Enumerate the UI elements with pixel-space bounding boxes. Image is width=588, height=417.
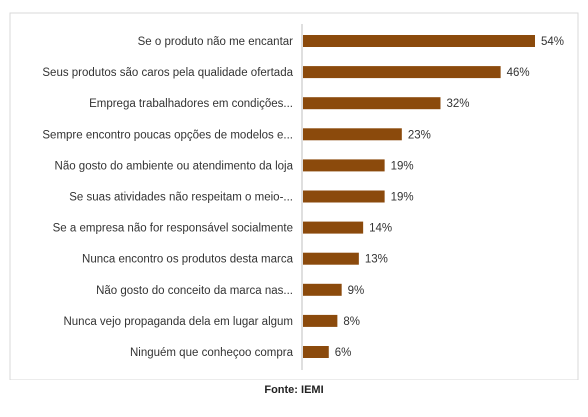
category-label: Nunca vejo propaganda dela em lugar algu… — [63, 316, 293, 328]
bar — [303, 35, 535, 47]
category-label: Se o produto não me encantar — [138, 36, 294, 48]
plot-frame — [9, 12, 579, 380]
bar — [303, 314, 338, 327]
value-label: 19% — [391, 192, 414, 204]
value-label: 6% — [335, 347, 352, 359]
bar — [303, 159, 385, 172]
category-label: Seus produtos são caros pela qualidade o… — [42, 67, 293, 79]
category-label: Não gosto do conceito da marca nas... — [96, 285, 293, 297]
category-label: Ninguém que conheçoo compra — [130, 347, 294, 359]
category-label: Nunca encontro os produtos desta marca — [82, 254, 294, 266]
value-label: 54% — [541, 36, 564, 48]
value-label: 13% — [365, 254, 388, 266]
bar — [303, 190, 385, 203]
category-label: Emprega trabalhadores em condições... — [89, 98, 293, 110]
bar — [303, 252, 359, 265]
bar — [303, 221, 364, 234]
value-label: 23% — [408, 129, 431, 141]
category-label: Não gosto do ambiente ou atendimento da … — [55, 160, 294, 172]
value-label: 32% — [446, 98, 469, 110]
source-note: Fonte: IEMI — [264, 384, 324, 396]
category-label: Sempre encontro poucas opções de modelos… — [42, 129, 293, 141]
bar — [303, 66, 501, 79]
value-label: 8% — [343, 316, 360, 328]
value-label: 19% — [391, 160, 414, 172]
bars-layer: Se o produto não me encantar 54% Seus prod… — [42, 35, 564, 359]
value-label: 9% — [348, 285, 365, 297]
bar — [303, 128, 402, 141]
value-label: 46% — [507, 67, 530, 79]
category-label: Se suas atividades não respeitam o meio-… — [69, 192, 293, 204]
value-label: 14% — [369, 223, 392, 235]
bar — [303, 97, 441, 110]
bar — [303, 346, 329, 358]
category-label: Se a empresa não for responsável socialm… — [53, 223, 293, 235]
bar — [303, 283, 342, 296]
chart-svg: Se o produto não me encantar 54% Seus prod… — [9, 12, 579, 380]
